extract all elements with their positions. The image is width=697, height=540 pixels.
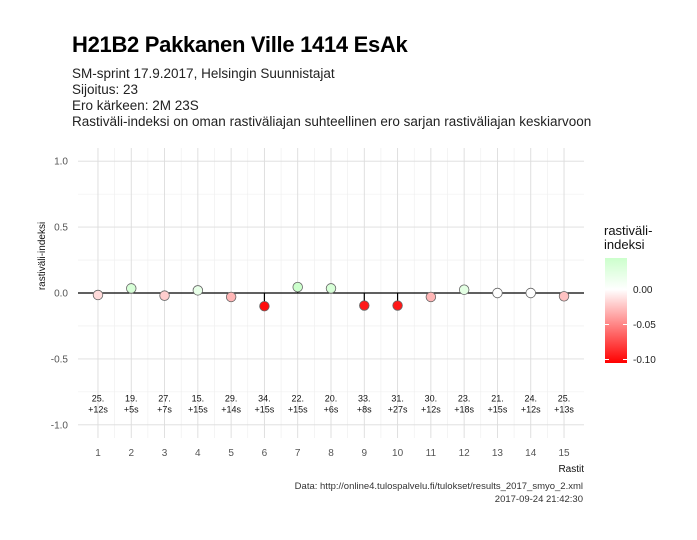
x-tick-label: 9 <box>362 448 368 459</box>
data-point <box>525 287 536 299</box>
x-tick-label: 3 <box>162 448 168 459</box>
x-tick-label: 15 <box>558 448 570 459</box>
caption-timestamp: 2017-09-24 21:42:30 <box>494 494 583 505</box>
data-point <box>392 300 403 311</box>
data-point <box>159 290 170 301</box>
diff-label: +12s <box>521 404 541 414</box>
data-point <box>325 283 337 294</box>
placement-label: 29. <box>225 393 238 403</box>
diff-label: +12s <box>88 404 108 414</box>
diff-label: +7s <box>157 404 172 414</box>
diff-label: +8s <box>357 404 372 414</box>
legend-tick-label: -0.10 <box>633 355 656 366</box>
subtitle-line-3: Ero kärkeen: 2M 23S <box>72 98 199 113</box>
data-point <box>425 291 437 303</box>
x-tick-label: 4 <box>195 448 201 459</box>
legend-title-line-1: rastiväli- <box>604 223 653 238</box>
legend-colorbar <box>605 258 627 363</box>
diff-label: +15s <box>255 404 275 414</box>
placement-label: 24. <box>524 393 537 403</box>
placement-label: 23. <box>458 393 471 403</box>
diff-label: +15s <box>288 404 308 414</box>
legend-title: rastiväli- indeksi <box>604 224 652 252</box>
subtitle-line-4: Rastiväli-indeksi on oman rastiväliajan … <box>72 114 592 129</box>
diff-label: +18s <box>454 404 474 414</box>
data-point <box>126 283 137 294</box>
data-point <box>92 289 104 301</box>
diff-label: +12s <box>421 404 441 414</box>
x-tick-label: 7 <box>295 448 301 459</box>
placement-label: 34. <box>258 393 271 403</box>
placement-label: 22. <box>291 393 304 403</box>
diff-label: +15s <box>488 404 508 414</box>
y-tick-label: -0.5 <box>51 354 69 365</box>
x-tick-label: 10 <box>392 448 404 459</box>
x-tick-label: 8 <box>328 448 334 459</box>
x-axis-title: Rastit <box>558 464 584 475</box>
diff-label: +15s <box>188 404 208 414</box>
data-point <box>259 300 270 312</box>
placement-label: 30. <box>425 393 438 403</box>
placement-label: 27. <box>158 393 171 403</box>
chart-title: H21B2 Pakkanen Ville 1414 EsAk <box>72 32 408 57</box>
placement-label: 20. <box>325 393 338 403</box>
placement-label: 21. <box>491 393 504 403</box>
data-point <box>492 287 503 299</box>
data-point <box>192 285 204 296</box>
y-tick-label: -1.0 <box>51 420 69 431</box>
placement-label: 25. <box>92 393 105 403</box>
y-tick-label: 0.5 <box>54 223 68 234</box>
y-tick-label: 0.0 <box>54 289 68 300</box>
diff-label: +27s <box>388 404 408 414</box>
y-tick-label: 1.0 <box>54 157 68 168</box>
data-point <box>359 300 370 311</box>
placement-label: 31. <box>391 393 404 403</box>
placement-label: 25. <box>558 393 571 403</box>
x-tick-label: 11 <box>426 448 437 459</box>
x-tick-label: 1 <box>95 448 101 459</box>
x-tick-label: 5 <box>228 448 234 459</box>
diff-label: +5s <box>124 404 139 414</box>
placement-label: 33. <box>358 393 371 403</box>
data-point <box>558 291 570 302</box>
x-tick-label: 2 <box>128 448 134 459</box>
placement-label: 19. <box>125 393 138 403</box>
legend-tick-label: -0.05 <box>633 320 656 331</box>
x-tick-label: 13 <box>492 448 504 459</box>
x-tick-label: 6 <box>262 448 268 459</box>
caption-source: Data: http://online4.tulospalvelu.fi/tul… <box>294 481 583 492</box>
placement-label: 15. <box>192 393 205 403</box>
subtitle-line-1: SM-sprint 17.9.2017, Helsingin Suunnista… <box>72 66 335 81</box>
diff-label: +6s <box>324 404 339 414</box>
data-point <box>458 284 470 295</box>
subtitle-line-2: Sijoitus: 23 <box>72 82 139 97</box>
diff-label: +13s <box>554 404 574 414</box>
diff-label: +14s <box>221 404 241 414</box>
y-axis-title: rastiväli-indeksi <box>37 222 48 290</box>
legend-title-line-2: indeksi <box>604 237 645 252</box>
x-tick-label: 12 <box>459 448 471 459</box>
legend-tick-label: 0.00 <box>633 285 653 296</box>
x-tick-label: 14 <box>525 448 537 459</box>
data-point <box>225 291 237 303</box>
data-point <box>292 281 303 293</box>
